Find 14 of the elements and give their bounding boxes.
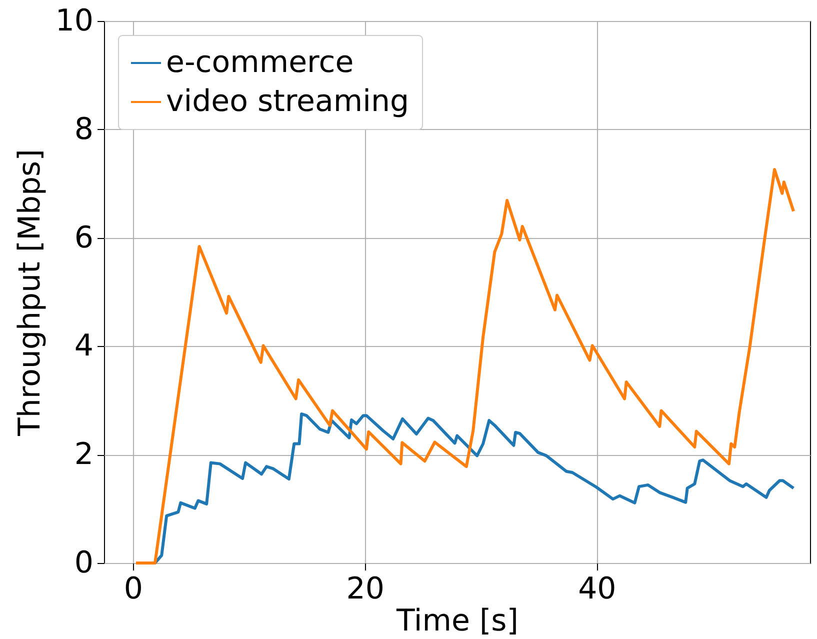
y-tick-label: 0 xyxy=(74,546,94,580)
x-tick-label: 20 xyxy=(346,572,384,606)
line-series xyxy=(134,168,796,564)
y-tick-label: 2 xyxy=(74,437,94,472)
x-axis-title: Time [s] xyxy=(396,604,518,638)
x-tick-label: 0 xyxy=(124,572,144,606)
y-tick-label: 6 xyxy=(74,220,94,256)
y-axis-title: Throughput [Mbps] xyxy=(12,149,48,437)
legend-label: e-commerce xyxy=(166,45,354,80)
legend-label: video streaming xyxy=(166,84,410,119)
y-tick-label: 8 xyxy=(74,112,94,147)
y-tick-label: 4 xyxy=(74,328,94,364)
y-tick-label: 10 xyxy=(55,4,94,38)
x-tick-label: 40 xyxy=(578,572,616,606)
